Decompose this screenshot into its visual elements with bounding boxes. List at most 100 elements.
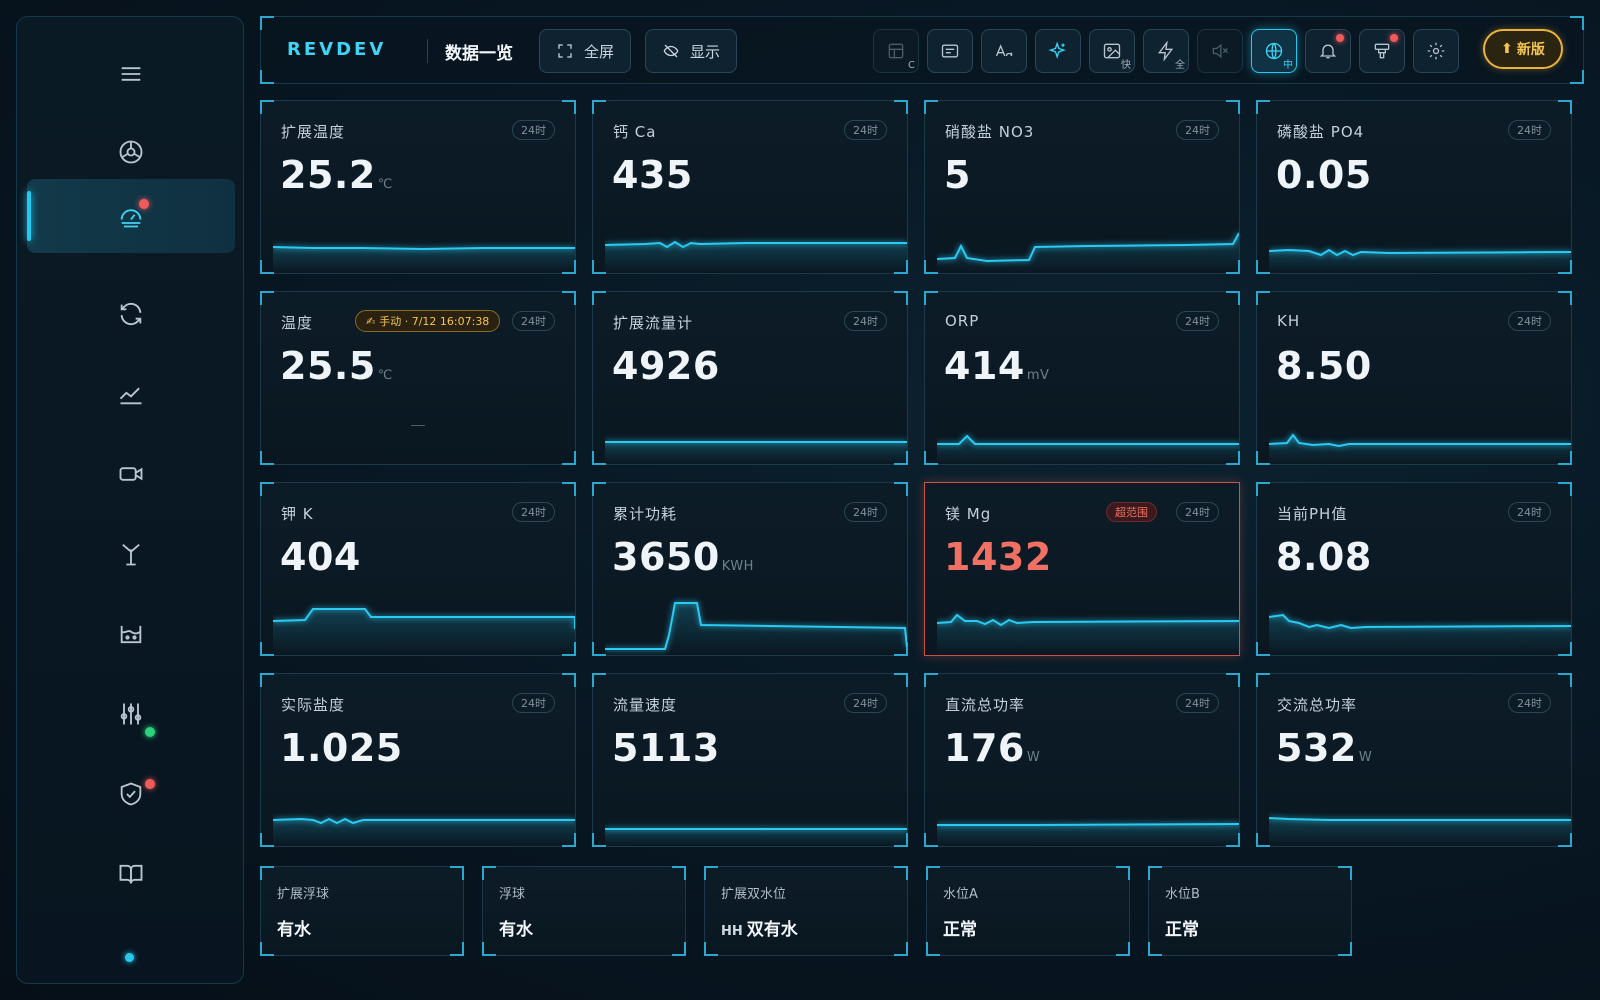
sidebar-item-docs[interactable]: [27, 837, 235, 911]
power-mode-button[interactable]: 全: [1143, 29, 1189, 73]
image-mode-button[interactable]: 快: [1089, 29, 1135, 73]
sidebar-item-camera[interactable]: [27, 437, 235, 511]
metric-value: 404: [280, 535, 361, 579]
time-range-tag[interactable]: 24时: [844, 120, 887, 140]
metric-value: 0.05: [1276, 153, 1372, 197]
status-value: 正常: [943, 915, 977, 940]
time-range-tag[interactable]: 24时: [844, 693, 887, 713]
metric-card[interactable]: ORP 24时 414 mV: [924, 291, 1240, 465]
sidebar-item-dashboard[interactable]: [27, 115, 235, 189]
eye-off-icon: [663, 44, 679, 58]
sparkline-area: [937, 615, 1239, 655]
metric-label: 钾 K: [281, 505, 314, 523]
time-range-tag[interactable]: 24时: [512, 311, 555, 331]
metric-card[interactable]: KH 24时 8.50: [1256, 291, 1572, 465]
metric-value: 1432: [944, 535, 1052, 579]
metric-label: ORP: [945, 312, 980, 330]
update-button[interactable]: ⬆ 新版: [1483, 29, 1563, 69]
font-size-button[interactable]: [981, 29, 1027, 73]
status-value: 有水: [277, 915, 311, 940]
status-label: 水位B: [1165, 887, 1200, 902]
water-status-card[interactable]: 水位A 正常: [926, 866, 1130, 956]
water-status-card[interactable]: 浮球 有水: [482, 866, 686, 956]
display-toggle-button[interactable]: 显示: [645, 29, 738, 73]
water-status-card[interactable]: 水位B 正常: [1148, 866, 1352, 956]
metric-number: 4926: [612, 344, 720, 388]
metric-card[interactable]: 流量速度 24时 5113: [592, 673, 908, 847]
status-text: 有水: [277, 920, 311, 940]
sparkline-line: [937, 823, 1239, 826]
mute-button[interactable]: [1197, 29, 1243, 73]
fullscreen-label: 全屏: [584, 42, 615, 61]
sidebar-item-antenna[interactable]: [27, 517, 235, 591]
metric-card[interactable]: 温度 24时 ✍ 手动 · 7/12 16:07:38 25.5 ℃: [260, 291, 576, 465]
sidebar-item-tank[interactable]: [27, 597, 235, 671]
sidebar-item-controls[interactable]: [27, 677, 235, 751]
metric-number: 25.2: [280, 153, 376, 197]
metric-value: 8.08: [1276, 535, 1372, 579]
metric-card[interactable]: 直流总功率 24时 176 W: [924, 673, 1240, 847]
metric-card[interactable]: 实际盐度 24时 1.025: [260, 673, 576, 847]
sparkline: [937, 434, 1239, 464]
card-view-button[interactable]: [927, 29, 973, 73]
bell-icon: [1319, 44, 1337, 59]
time-range-tag[interactable]: 24时: [844, 502, 887, 522]
device-button[interactable]: [1359, 29, 1405, 73]
metric-card[interactable]: 累计功耗 24时 3650 KWH: [592, 482, 908, 656]
metric-value: 176 W: [944, 726, 1040, 770]
metric-value: 25.2 ℃: [280, 153, 393, 197]
sidebar-item-data-overview[interactable]: [27, 179, 235, 253]
sparkline: [605, 441, 907, 464]
status-value: 正常: [1165, 915, 1199, 940]
metric-card[interactable]: 当前PH值 24时 8.08: [1256, 482, 1572, 656]
metric-unit: KWH: [721, 559, 754, 574]
metric-card[interactable]: 钾 K 24时 404: [260, 482, 576, 656]
time-range-tag[interactable]: 24时: [512, 502, 555, 522]
time-range-tag[interactable]: 24时: [512, 693, 555, 713]
time-range-tag[interactable]: 24时: [844, 311, 887, 331]
metric-card[interactable]: 磷酸盐 PO4 24时 0.05: [1256, 100, 1572, 274]
sidebar-item-sync[interactable]: [27, 277, 235, 351]
sidebar-item-charts[interactable]: [27, 357, 235, 431]
metric-value: 1.025: [280, 726, 403, 770]
metric-number: 5113: [612, 726, 720, 770]
time-range-tag[interactable]: 24时: [512, 120, 555, 140]
status-label: 扩展浮球: [277, 887, 330, 902]
time-range-tag[interactable]: 24时: [1176, 502, 1219, 522]
settings-button[interactable]: [1413, 29, 1459, 73]
fullscreen-button[interactable]: 全屏: [539, 29, 632, 73]
notification-dot: [1390, 34, 1398, 42]
metric-card[interactable]: 扩展温度 24时 25.2 ℃: [260, 100, 576, 274]
water-status-card[interactable]: 扩展双水位 HH 双有水: [704, 866, 908, 956]
sparkline-line: [1269, 248, 1571, 257]
sparkline-line: [1269, 817, 1571, 821]
notifications-button[interactable]: [1305, 29, 1351, 73]
sparkline-line: [273, 246, 575, 251]
time-range-tag[interactable]: 24时: [1176, 120, 1219, 140]
layout-button[interactable]: C: [873, 29, 919, 73]
sparkline: [1269, 817, 1571, 846]
metric-card[interactable]: 钙 Ca 24时 435: [592, 100, 908, 274]
sparkline-area: [937, 824, 1239, 846]
sparkline-area: [273, 819, 575, 846]
menu-button[interactable]: [27, 37, 235, 111]
metric-card[interactable]: 交流总功率 24时 532 W: [1256, 673, 1572, 847]
sidebar-item-security[interactable]: [27, 757, 235, 831]
metric-number: 3650: [612, 535, 720, 579]
sparkline-line: [937, 232, 1239, 263]
time-range-tag[interactable]: 24时: [1176, 311, 1219, 331]
time-range-tag[interactable]: 24时: [1508, 693, 1551, 713]
metric-card[interactable]: 扩展流量计 24时 4926: [592, 291, 908, 465]
language-button[interactable]: 中: [1251, 29, 1297, 73]
effects-button[interactable]: [1035, 29, 1081, 73]
water-status-card[interactable]: 扩展浮球 有水: [260, 866, 464, 956]
metric-card[interactable]: 硝酸盐 NO3 24时 5: [924, 100, 1240, 274]
time-range-tag[interactable]: 24时: [1508, 311, 1551, 331]
time-range-tag[interactable]: 24时: [1176, 693, 1219, 713]
time-range-tag[interactable]: 24时: [1508, 502, 1551, 522]
svg-text:REVDEV: REVDEV: [287, 39, 386, 59]
metric-card[interactable]: 镁 Mg 24时 超范围 1432: [924, 482, 1240, 656]
time-range-tag[interactable]: 24时: [1508, 120, 1551, 140]
no-data-dash: [411, 425, 425, 426]
sparkline-area: [605, 442, 907, 464]
